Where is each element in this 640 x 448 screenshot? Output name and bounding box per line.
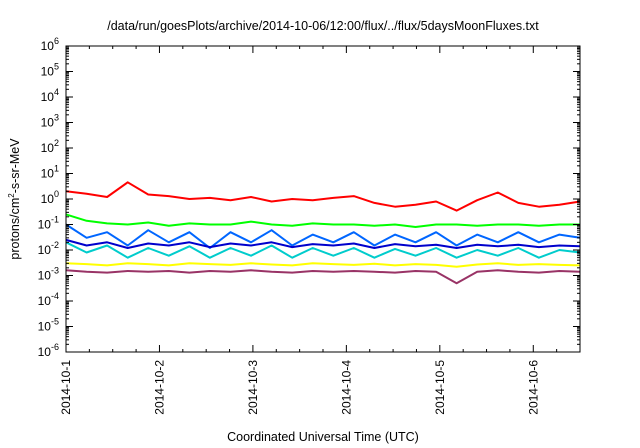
- y-tick-label: 10-1: [38, 215, 59, 232]
- y-tick-exponent: -5: [51, 317, 59, 327]
- series-layer: [65, 181, 581, 285]
- x-tick-label: 2014-10-1: [59, 360, 73, 415]
- y-tick-label: 10-2: [38, 240, 59, 257]
- series-line-1: [65, 181, 581, 212]
- y-tick-label: 105: [41, 62, 59, 79]
- y-tick-label: 10-6: [38, 342, 59, 359]
- y-tick-base: 10: [38, 345, 52, 359]
- x-tick-label: 2014-10-5: [433, 360, 447, 415]
- x-tick-label: 2014-10-2: [152, 360, 166, 415]
- y-tick-base: 10: [38, 269, 52, 283]
- x-tick-label: 2014-10-4: [339, 360, 353, 415]
- y-tick-base: 10: [41, 65, 55, 79]
- y-tick-label: 102: [41, 138, 59, 155]
- y-tick-base: 10: [41, 116, 55, 130]
- series-line-6: [65, 262, 581, 268]
- y-tick-label: 10-5: [38, 317, 59, 334]
- y-axis-label: protons/cm2-s-sr-MeV: [7, 138, 22, 260]
- axes-layer: 10-610-510-410-310-210-11001011021031041…: [38, 36, 580, 415]
- y-tick-exponent: -4: [51, 291, 59, 301]
- y-tick-base: 10: [41, 167, 55, 181]
- y-tick-base: 10: [41, 39, 55, 53]
- y-tick-base: 10: [41, 141, 55, 155]
- y-tick-exponent: 4: [54, 87, 59, 97]
- y-tick-label: 100: [41, 189, 59, 206]
- x-axis-label: Coordinated Universal Time (UTC): [227, 430, 419, 444]
- x-tick-label: 2014-10-3: [246, 360, 260, 415]
- series-line-5: [65, 238, 581, 249]
- y-tick-label: 10-4: [38, 291, 59, 308]
- y-tick-exponent: -3: [51, 266, 59, 276]
- y-tick-exponent: -2: [51, 240, 59, 250]
- series-line-3: [65, 223, 581, 249]
- series-line-4: [65, 241, 581, 259]
- y-tick-exponent: 6: [54, 36, 59, 46]
- y-axis-label-main: protons/cm: [8, 198, 22, 260]
- x-tick-label: 2014-10-6: [526, 360, 540, 415]
- series-line-7: [65, 269, 581, 285]
- y-tick-exponent: 0: [54, 189, 59, 199]
- y-tick-base: 10: [41, 90, 55, 104]
- y-tick-base: 10: [38, 243, 52, 257]
- y-tick-exponent: -6: [51, 342, 59, 352]
- chart-title: /data/run/goesPlots/archive/2014-10-06/1…: [107, 19, 539, 33]
- y-tick-exponent: 2: [54, 138, 59, 148]
- y-tick-exponent: 1: [54, 164, 59, 174]
- y-tick-label: 101: [41, 164, 59, 181]
- y-tick-label: 10-3: [38, 266, 59, 283]
- y-tick-base: 10: [38, 320, 52, 334]
- y-tick-exponent: 3: [54, 113, 59, 123]
- y-tick-label: 104: [41, 87, 59, 104]
- y-tick-base: 10: [38, 218, 52, 232]
- series-line-2: [65, 213, 580, 228]
- y-tick-base: 10: [41, 192, 55, 206]
- y-tick-exponent: 5: [54, 62, 59, 72]
- y-axis-label-unit: -s-sr-MeV: [8, 138, 22, 194]
- y-tick-exponent: -1: [51, 215, 59, 225]
- y-tick-base: 10: [38, 294, 52, 308]
- y-tick-label: 103: [41, 113, 59, 130]
- y-axis-label-sup: 2: [7, 193, 16, 198]
- y-tick-label: 106: [41, 36, 59, 53]
